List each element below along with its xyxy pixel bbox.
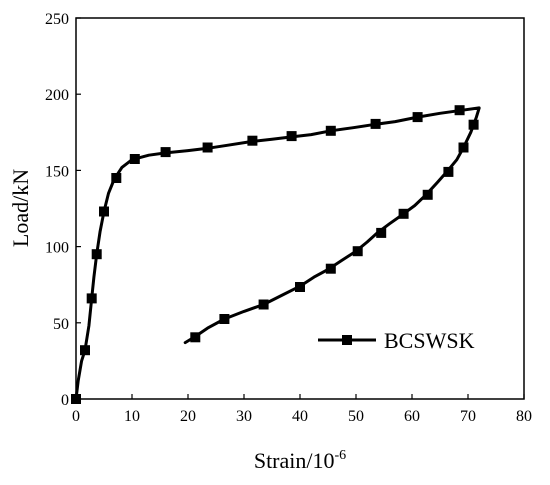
data-point-marker bbox=[202, 142, 213, 153]
legend: BCSWSK bbox=[318, 328, 475, 353]
legend-marker bbox=[342, 335, 352, 345]
y-tick-label: 100 bbox=[45, 240, 69, 257]
x-tick-label: 30 bbox=[236, 408, 252, 425]
y-tick-label: 150 bbox=[45, 163, 69, 180]
data-point-marker bbox=[86, 293, 97, 304]
data-point-marker bbox=[99, 206, 109, 217]
data-point-marker bbox=[325, 263, 336, 274]
x-axis-title: Strain/10-6 bbox=[254, 448, 346, 473]
data-point-marker bbox=[91, 249, 102, 260]
data-point-marker bbox=[352, 246, 363, 257]
data-point-marker bbox=[80, 345, 90, 356]
series-layer bbox=[71, 105, 481, 404]
data-point-marker bbox=[370, 118, 381, 129]
series-line bbox=[74, 106, 481, 401]
x-tick-label: 60 bbox=[404, 408, 420, 425]
tick-group: 0 10 20 30 40 50 60 70 80 0 50 100 150 200 250 bbox=[45, 11, 532, 425]
x-axis-title-exponent: -6 bbox=[335, 448, 347, 463]
y-tick-label: 250 bbox=[45, 11, 69, 28]
data-point-marker bbox=[295, 282, 305, 292]
data-point-marker bbox=[111, 173, 122, 183]
x-tick-label: 70 bbox=[460, 408, 476, 425]
x-tick-label: 80 bbox=[516, 408, 532, 425]
x-tick-label: 0 bbox=[72, 408, 80, 425]
data-point-marker bbox=[286, 131, 297, 142]
x-tick-label: 10 bbox=[124, 408, 140, 425]
data-point-marker bbox=[190, 332, 201, 343]
data-point-marker bbox=[376, 227, 387, 238]
data-point-marker bbox=[468, 119, 479, 130]
data-point-marker bbox=[454, 105, 465, 116]
data-point-marker bbox=[71, 394, 81, 404]
data-point-marker bbox=[458, 142, 469, 153]
x-tick-label: 40 bbox=[292, 408, 308, 425]
data-point-marker bbox=[219, 314, 230, 324]
data-point-marker bbox=[443, 166, 454, 177]
data-point-marker bbox=[129, 154, 140, 164]
data-point-marker bbox=[398, 208, 409, 219]
data-point-marker bbox=[160, 147, 171, 158]
x-tick-label: 50 bbox=[348, 408, 364, 425]
data-point-marker bbox=[325, 125, 336, 136]
y-tick-label: 200 bbox=[45, 87, 69, 104]
data-point-marker bbox=[412, 112, 423, 123]
y-axis-title: Load/kN bbox=[8, 169, 33, 247]
y-tick-label: 0 bbox=[61, 392, 69, 409]
x-axis-title-base: Strain/10 bbox=[254, 448, 335, 473]
data-point-marker bbox=[258, 299, 269, 310]
x-tick-label: 20 bbox=[180, 408, 196, 425]
data-point-marker bbox=[422, 189, 433, 200]
data-point-marker bbox=[247, 135, 258, 146]
legend-label: BCSWSK bbox=[384, 328, 475, 353]
y-tick-label: 50 bbox=[53, 316, 69, 333]
